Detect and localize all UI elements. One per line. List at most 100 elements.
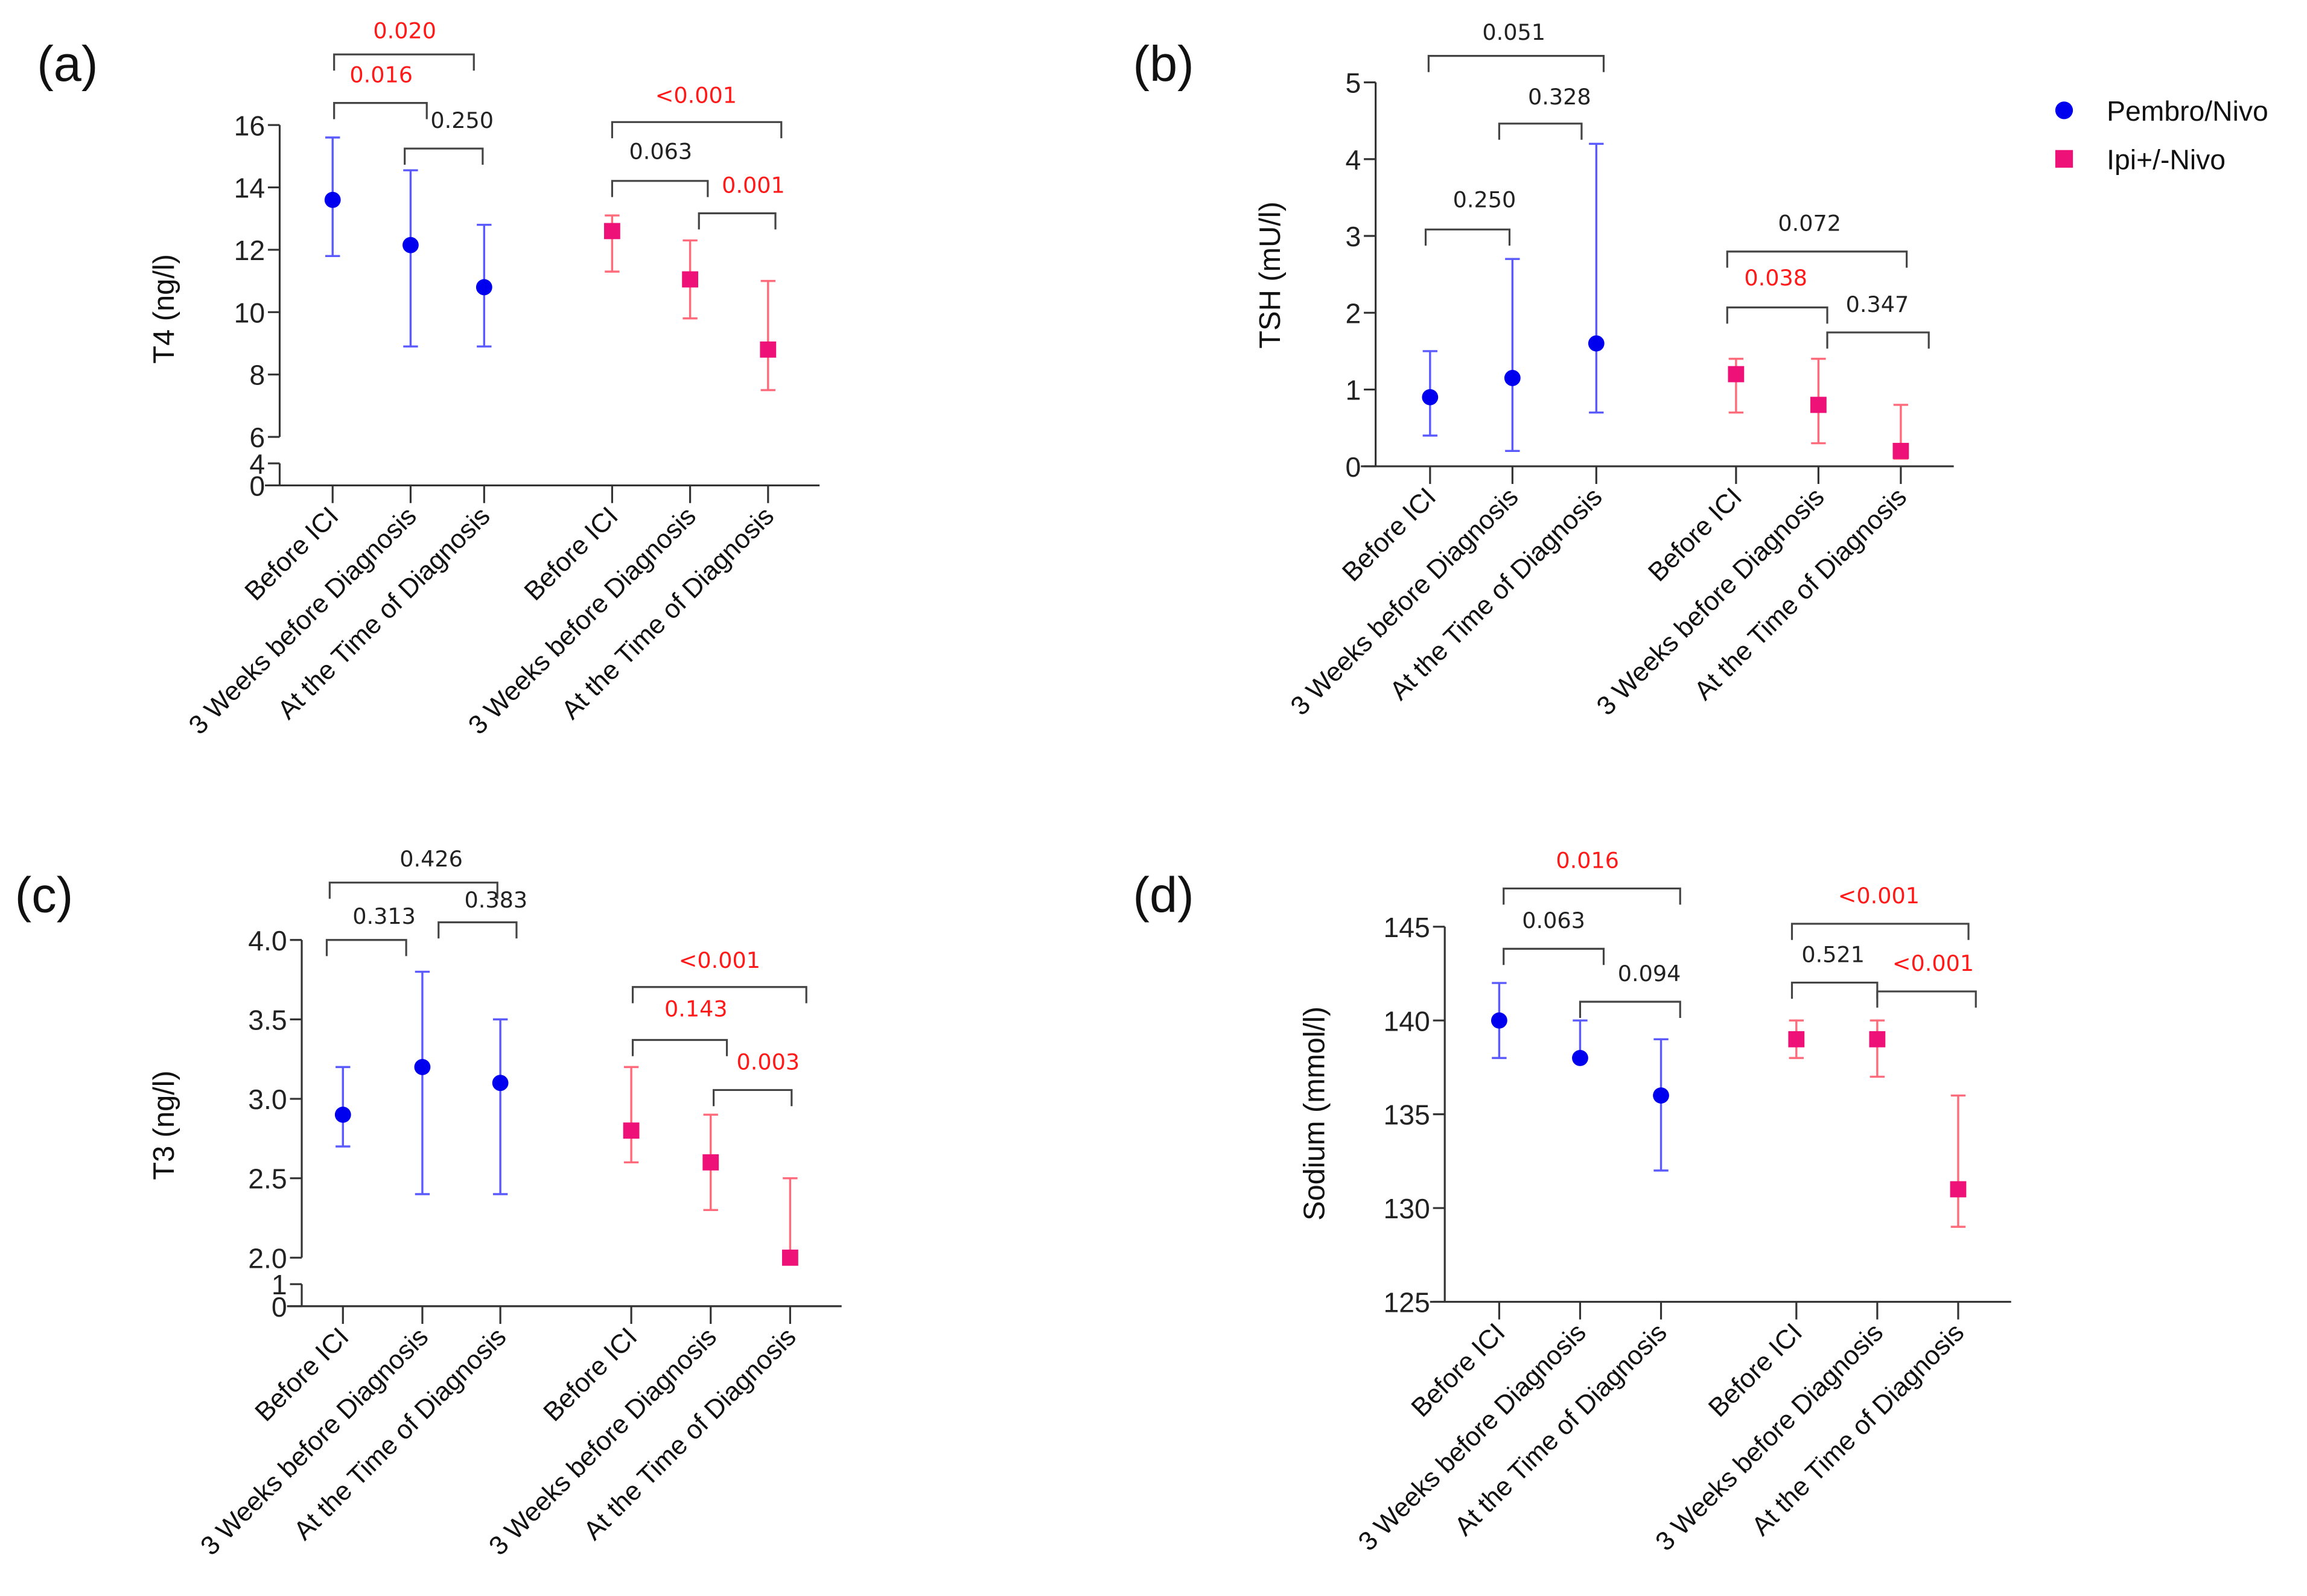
legend-marker-ipi-nivo <box>2055 150 2073 168</box>
comparison-bracket <box>1876 990 1977 1008</box>
data-point-pembro-nivo <box>1653 1087 1669 1104</box>
y-tick-label: 3.0 <box>248 1084 287 1115</box>
comparison-bracket <box>1424 228 1511 246</box>
comparison-bracket <box>333 102 428 119</box>
data-point-pembro-nivo <box>334 1106 351 1123</box>
comparison-bracket <box>1498 122 1583 140</box>
p-value-label: 0.328 <box>1528 84 1591 110</box>
p-value-label: 0.020 <box>373 17 436 43</box>
p-value-label: 0.063 <box>629 138 693 164</box>
comparison-bracket <box>328 882 498 899</box>
comparison-bracket <box>611 180 709 197</box>
p-value-label: 0.347 <box>1846 291 1909 317</box>
y-tick-label: 8 <box>249 360 265 391</box>
p-value-label: 0.426 <box>399 846 463 872</box>
comparison-bracket <box>333 53 475 71</box>
legend: Pembro/Nivo Ipi+/-Nivo <box>2055 95 2268 175</box>
y-tick-label: 3.5 <box>248 1004 287 1035</box>
comparison-bracket <box>631 1038 728 1057</box>
y-tick-label: 3 <box>1345 221 1361 252</box>
y-tick-label: 4 <box>1345 144 1361 176</box>
data-point-ipi-nivo <box>603 223 620 240</box>
comparison-bracket <box>404 147 484 165</box>
p-value-label: 0.250 <box>1453 187 1516 213</box>
p-value-label: 0.521 <box>1801 941 1865 967</box>
data-point-ipi-nivo <box>1810 396 1827 413</box>
p-value-label: <0.001 <box>1838 883 1920 909</box>
p-value-label: 0.313 <box>352 903 416 929</box>
y-tick-label: 140 <box>1384 1005 1430 1037</box>
data-point-ipi-nivo <box>1892 442 1909 459</box>
p-value-label: 0.143 <box>664 996 728 1022</box>
p-value-label: 0.072 <box>1778 211 1841 237</box>
p-value-label: 0.383 <box>464 887 527 913</box>
y-tick-label: 12 <box>234 235 265 266</box>
comparison-bracket <box>1790 923 1970 940</box>
p-value-label: 0.051 <box>1482 19 1545 45</box>
y-tick-label: 0 <box>249 471 265 502</box>
data-point-pembro-nivo <box>1588 335 1605 352</box>
y-axis-label: TSH (mU/l) <box>1254 202 1287 349</box>
y-tick-label: 125 <box>1384 1287 1430 1318</box>
data-point-ipi-nivo <box>1788 1031 1805 1048</box>
data-point-pembro-nivo <box>324 191 341 208</box>
p-value-label: 0.001 <box>722 172 785 198</box>
comparison-bracket <box>325 939 407 956</box>
p-value-label: 0.016 <box>1556 847 1619 873</box>
data-point-pembro-nivo <box>1491 1012 1507 1029</box>
data-point-pembro-nivo <box>414 1058 431 1075</box>
y-tick-label: 4 <box>249 448 265 480</box>
y-tick-label: 0 <box>1345 451 1361 483</box>
data-point-pembro-nivo <box>403 237 419 253</box>
y-tick-label: 6 <box>249 422 265 453</box>
y-tick-label: 1 <box>272 1269 287 1300</box>
data-point-ipi-nivo <box>781 1249 798 1266</box>
data-point-ipi-nivo <box>1728 366 1745 383</box>
panel-label: (d) <box>1133 866 1194 923</box>
y-tick-label: 16 <box>234 110 265 141</box>
p-value-label: 0.250 <box>430 107 494 133</box>
y-axis-label: T3 (ng/l) <box>148 1070 180 1180</box>
panel-label: (b) <box>1133 36 1194 92</box>
comparison-bracket <box>631 986 807 1003</box>
y-tick-label: 4.0 <box>248 925 287 956</box>
comparison-bracket <box>611 121 783 139</box>
comparison-bracket <box>1427 55 1605 72</box>
legend-label-ipi-nivo: Ipi+/-Nivo <box>2107 144 2226 175</box>
panel-label: (a) <box>37 36 98 92</box>
data-point-ipi-nivo <box>702 1154 719 1171</box>
p-value-label: <0.001 <box>679 947 760 973</box>
comparison-bracket <box>1790 981 1879 999</box>
comparison-bracket <box>438 921 518 939</box>
comparison-bracket <box>1826 331 1930 349</box>
data-point-pembro-nivo <box>476 279 492 296</box>
comparison-bracket <box>1726 306 1828 324</box>
p-value-label: <0.001 <box>1892 950 1974 976</box>
data-point-ipi-nivo <box>1950 1181 1967 1198</box>
p-value-label: 0.038 <box>1744 265 1807 291</box>
y-axis-label: T4 (ng/l) <box>148 254 180 364</box>
data-point-ipi-nivo <box>682 271 699 288</box>
comparison-bracket <box>1503 887 1681 905</box>
y-tick-label: 135 <box>1384 1099 1430 1131</box>
data-point-pembro-nivo <box>1572 1049 1588 1066</box>
y-tick-label: 130 <box>1384 1193 1430 1224</box>
p-value-label: 0.016 <box>349 62 413 88</box>
y-tick-label: 0 <box>272 1291 287 1323</box>
legend-marker-pembro-nivo <box>2055 101 2073 119</box>
panel-label: (c) <box>15 866 74 923</box>
p-value-label: 0.003 <box>736 1049 800 1075</box>
panel-d: (d)Sodium (mmol/l)145140135130125Before … <box>1133 847 2011 1557</box>
y-tick-label: 10 <box>234 297 265 328</box>
comparison-bracket <box>1503 947 1605 965</box>
data-point-ipi-nivo <box>760 341 777 358</box>
comparison-bracket <box>713 1089 793 1107</box>
y-tick-label: 145 <box>1384 912 1430 943</box>
comparison-bracket <box>698 212 777 230</box>
y-tick-label: 2.0 <box>248 1242 287 1274</box>
comparison-bracket <box>1579 1000 1681 1018</box>
